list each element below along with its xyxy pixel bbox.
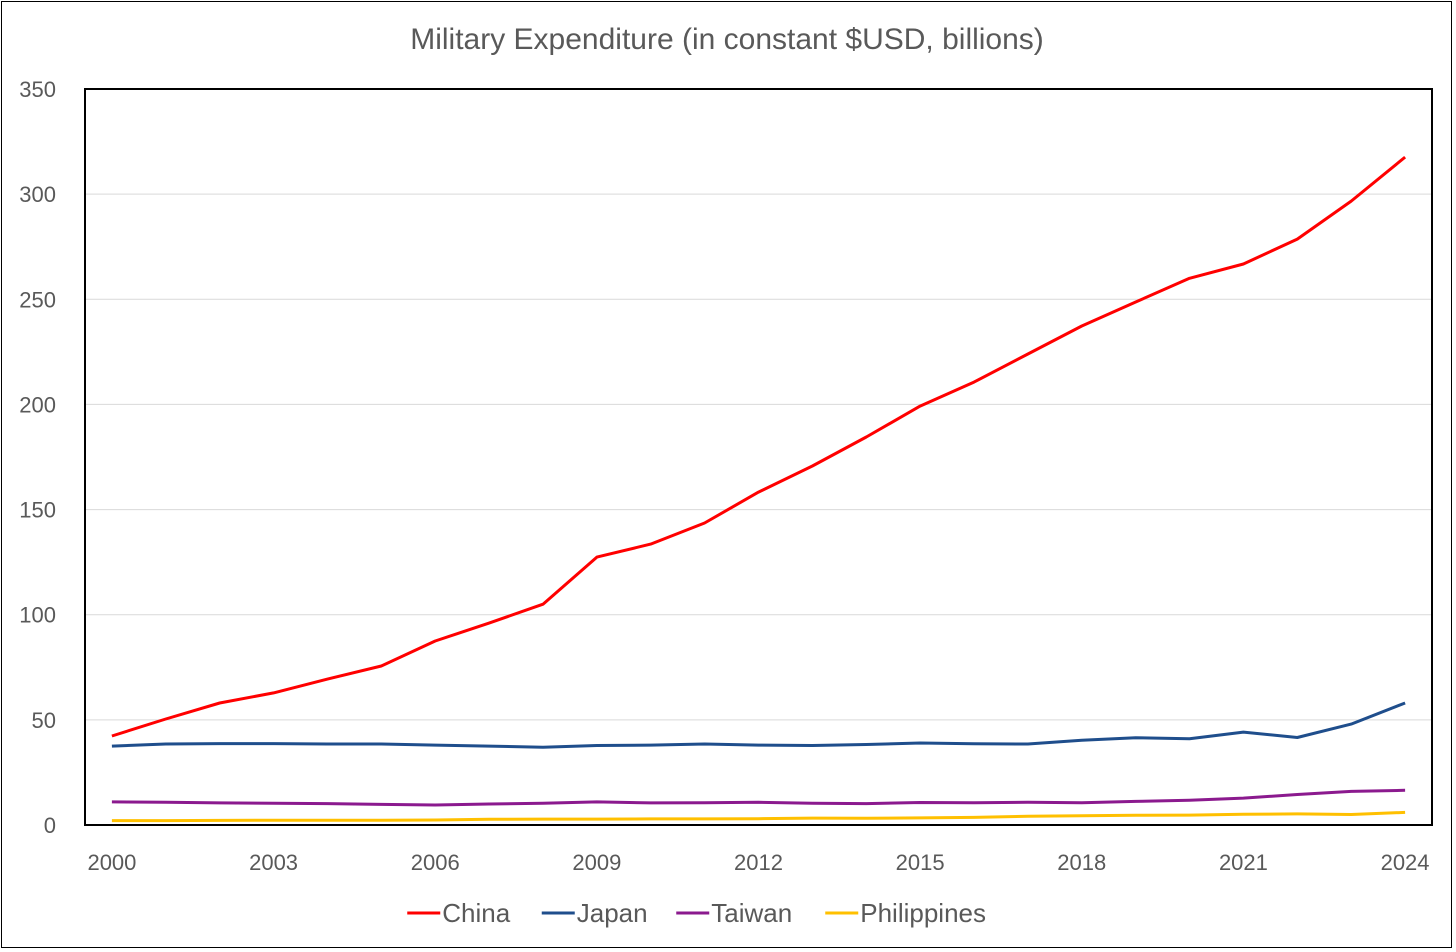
legend-label-philippines: Philippines <box>860 898 986 928</box>
x-tick-label: 2003 <box>249 850 298 875</box>
x-tick-label: 2006 <box>411 850 460 875</box>
legend-label-taiwan: Taiwan <box>711 898 792 928</box>
y-tick-label: 150 <box>19 498 56 523</box>
series-line-japan <box>111 701 1406 749</box>
x-tick-label: 2000 <box>87 850 136 875</box>
series-line-taiwan <box>111 788 1406 807</box>
y-tick-label: 350 <box>19 77 56 102</box>
chart-title: Military Expenditure (in constant $USD, … <box>410 23 1044 56</box>
x-tick-label: 2012 <box>734 850 783 875</box>
y-tick-label: 300 <box>19 182 56 207</box>
series-line-china <box>111 155 1407 738</box>
legend-label-japan: Japan <box>577 898 648 928</box>
y-tick-label: 0 <box>44 813 56 838</box>
series-line-philippines <box>111 810 1406 823</box>
x-tick-label: 2024 <box>1381 850 1430 875</box>
x-tick-label: 2021 <box>1219 850 1268 875</box>
legend-label-china: China <box>442 898 510 928</box>
y-tick-label: 50 <box>32 708 56 733</box>
plot-area-border <box>84 88 1433 826</box>
y-tick-label: 250 <box>19 287 56 312</box>
y-tick-label: 200 <box>19 392 56 417</box>
x-tick-label: 2018 <box>1057 850 1106 875</box>
x-tick-label: 2009 <box>572 850 621 875</box>
y-tick-label: 100 <box>19 603 56 628</box>
x-tick-label: 2015 <box>896 850 945 875</box>
